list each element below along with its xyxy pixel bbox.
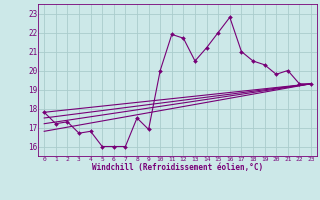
X-axis label: Windchill (Refroidissement éolien,°C): Windchill (Refroidissement éolien,°C)	[92, 163, 263, 172]
